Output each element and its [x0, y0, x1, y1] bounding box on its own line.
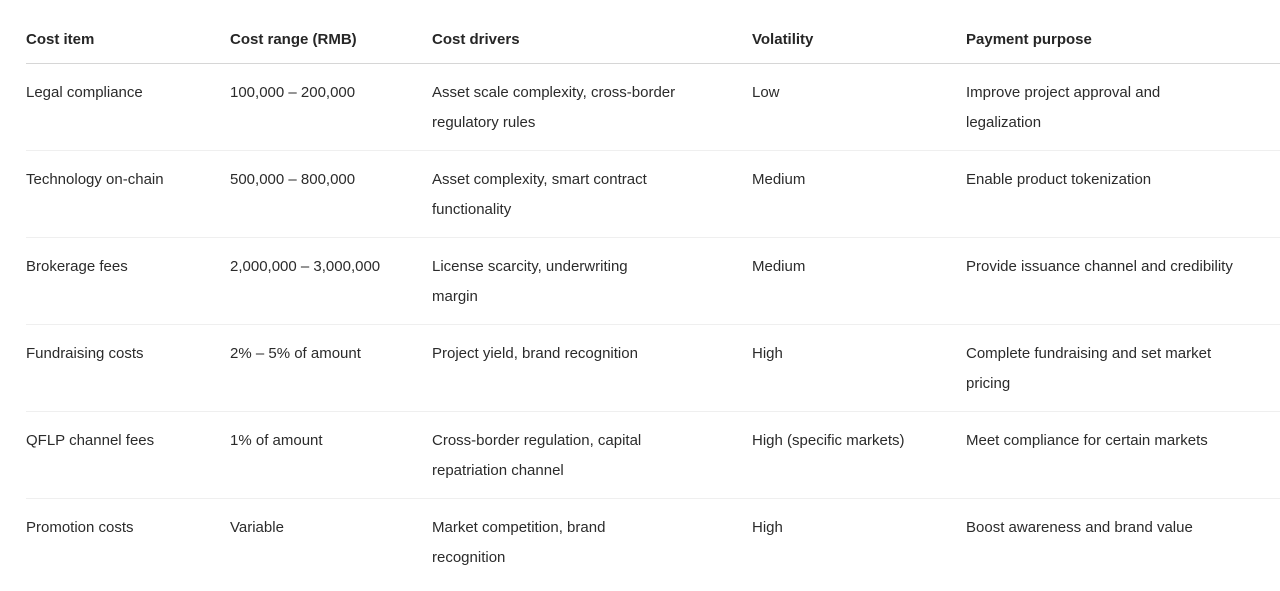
cell-cost-drivers: Asset scale complexity, cross-border reg…	[432, 84, 676, 131]
cell-cost-range: 2,000,000 – 3,000,000	[230, 258, 381, 275]
cell-cost-range: 2% – 5% of amount	[230, 345, 361, 362]
cell-cost-item: Fundraising costs	[26, 345, 144, 362]
cell-payment-purpose: Complete fundraising and set market pric…	[966, 345, 1212, 392]
cell-cost-drivers: Asset complexity, smart contract functio…	[432, 171, 647, 218]
cell-cost-item: QFLP channel fees	[26, 432, 155, 449]
cost-table: Cost item Cost range (RMB) Cost drivers …	[26, 0, 1280, 585]
cell-cost-drivers: License scarcity, underwriting margin	[432, 258, 628, 305]
table-row: Technology on-chain 500,000 – 800,000 As…	[26, 151, 1280, 238]
table-row: Promotion costs Variable Market competit…	[26, 499, 1280, 585]
cell-cost-range: 1% of amount	[230, 432, 323, 449]
cell-payment-purpose: Meet compliance for certain markets	[966, 432, 1208, 449]
cell-cost-range: Variable	[230, 519, 284, 536]
cell-payment-purpose: Provide issuance channel and credibility	[966, 258, 1233, 275]
table-header-row: Cost item Cost range (RMB) Cost drivers …	[26, 0, 1280, 64]
cell-cost-item: Promotion costs	[26, 519, 134, 536]
table-row: QFLP channel fees 1% of amount Cross-bor…	[26, 412, 1280, 499]
cell-payment-purpose: Boost awareness and brand value	[966, 519, 1193, 536]
cell-cost-drivers: Market competition, brand recognition	[432, 519, 606, 566]
cell-payment-purpose: Improve project approval and legalizatio…	[966, 84, 1161, 131]
cell-volatility: Medium	[752, 258, 806, 275]
cell-volatility: High (specific markets)	[752, 432, 905, 449]
column-header-cost-drivers: Cost drivers	[432, 31, 520, 48]
column-header-cost-range: Cost range (RMB)	[230, 31, 357, 48]
column-header-payment-purpose: Payment purpose	[966, 31, 1092, 48]
cell-volatility: Low	[752, 84, 780, 101]
cell-volatility: High	[752, 519, 783, 536]
table-row: Brokerage fees 2,000,000 – 3,000,000 Lic…	[26, 238, 1280, 325]
cell-cost-drivers: Project yield, brand recognition	[432, 345, 638, 362]
column-header-cost-item: Cost item	[26, 31, 95, 48]
cell-cost-item: Legal compliance	[26, 84, 143, 101]
cell-cost-drivers: Cross-border regulation, capital repatri…	[432, 432, 642, 479]
column-header-volatility: Volatility	[752, 31, 814, 48]
table-row: Legal compliance 100,000 – 200,000 Asset…	[26, 64, 1280, 151]
cell-cost-range: 500,000 – 800,000	[230, 171, 356, 188]
table-row: Fundraising costs 2% – 5% of amount Proj…	[26, 325, 1280, 412]
cell-payment-purpose: Enable product tokenization	[966, 171, 1152, 188]
cell-volatility: High	[752, 345, 783, 362]
cell-cost-item: Technology on-chain	[26, 171, 164, 188]
cell-cost-range: 100,000 – 200,000	[230, 84, 356, 101]
cell-volatility: Medium	[752, 171, 806, 188]
cell-cost-item: Brokerage fees	[26, 258, 128, 275]
